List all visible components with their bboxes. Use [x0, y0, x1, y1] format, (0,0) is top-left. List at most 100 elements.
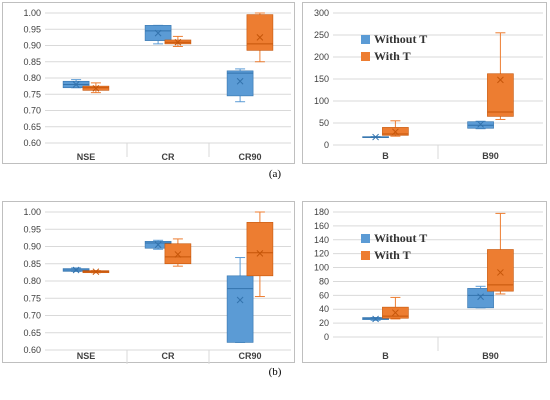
y-tick-label: 160 [314, 221, 329, 231]
y-tick-label: 0.75 [23, 293, 41, 303]
y-tick-label: 20 [319, 318, 329, 328]
mean-marker [497, 269, 504, 276]
y-tick-label: 0.70 [23, 106, 41, 116]
y-tick-label: 0 [324, 140, 329, 150]
box-body [487, 73, 514, 117]
y-tick-label: 0.95 [23, 24, 41, 34]
mean-marker [392, 128, 399, 136]
y-tick-label: 0.85 [23, 57, 41, 67]
y-tick-label: 0.60 [23, 138, 41, 148]
chart-panel-a-left: 0.60 0.65 0.70 0.75 0.80 0.85 0.90 0.95 1.00 NSE C… [2, 2, 295, 164]
x-category-label: B [382, 151, 389, 161]
y-tick-label: 180 [314, 207, 329, 217]
mean-marker [497, 76, 504, 84]
box-with-t-b [382, 296, 409, 320]
y-tick-label: 0.90 [23, 41, 41, 51]
box-body [487, 249, 514, 292]
y-tick-label: 0.80 [23, 276, 41, 286]
legend-swatch [361, 35, 370, 44]
mean-marker [92, 268, 100, 276]
y-tick-label: 0 [324, 332, 329, 342]
legend-swatch [361, 52, 370, 61]
y-tick-label: 100 [314, 96, 329, 106]
y-tick-label: 60 [319, 290, 329, 300]
y-tick-label: 80 [319, 276, 329, 286]
x-category-label: CR [162, 152, 175, 162]
box-without-t-cr [144, 24, 172, 45]
box-with-t-b [382, 120, 409, 137]
mean-marker [256, 34, 264, 41]
box-body [226, 275, 254, 343]
y-tick-label: 0.65 [23, 328, 41, 338]
y-tick-label: 100 [314, 263, 329, 273]
mean-marker [392, 309, 399, 317]
y-tick-label: 0.85 [23, 259, 41, 269]
box-with-t-nse [82, 82, 110, 94]
mean-marker [154, 241, 162, 249]
x-category-label: NSE [77, 351, 96, 361]
chart-panel-a-right: 0 50 100 150 200 250 300 B B90 Without T With T [302, 2, 547, 164]
legend-swatch [361, 234, 370, 243]
chart-svg-a-left: 0.60 0.65 0.70 0.75 0.80 0.85 0.90 0.95 1.00 NSE C… [23, 8, 291, 162]
box-without-t-b90 [467, 120, 494, 130]
x-category-label: B90 [482, 151, 499, 161]
y-tick-label: 250 [314, 30, 329, 40]
box-without-t-cr90 [226, 257, 254, 343]
mean-marker [372, 315, 379, 323]
box-with-t-b90 [487, 32, 514, 120]
chart-panel-b-left: 0.60 0.65 0.70 0.75 0.80 0.85 0.90 0.95 1.00 NSE C… [2, 201, 295, 364]
mean-marker [174, 38, 182, 46]
mean-marker [72, 81, 80, 88]
y-tick-label: 1.00 [23, 207, 41, 217]
box-without-t-nse [62, 266, 90, 274]
legend-label: With T [374, 49, 411, 63]
box-with-t-cr [164, 35, 192, 47]
box-without-t-b90 [467, 285, 494, 309]
mean-marker [92, 85, 100, 92]
y-tick-label: 40 [319, 304, 329, 314]
y-tick-label: 150 [314, 74, 329, 84]
mean-marker [154, 29, 162, 37]
x-category-label: B [382, 351, 389, 361]
mean-marker [236, 77, 244, 85]
mean-marker [256, 250, 264, 257]
legend-swatch [361, 251, 370, 260]
figure-caption-a: (a) [268, 168, 282, 180]
legend-label: With T [374, 248, 411, 262]
y-tick-label: 0.95 [23, 224, 41, 234]
mean-marker [477, 293, 484, 301]
y-tick-label: 140 [314, 235, 329, 245]
box-without-t-b [362, 133, 389, 141]
mean-marker [477, 120, 484, 128]
x-category-label: CR90 [238, 351, 261, 361]
box-without-t-nse [62, 79, 90, 89]
y-tick-label: 200 [314, 52, 329, 62]
figure-caption-b: (b) [268, 366, 282, 378]
y-tick-label: 0.70 [23, 311, 41, 321]
box-body [246, 222, 274, 277]
legend-label: Without T [374, 32, 427, 46]
chart-svg-b-left: 0.60 0.65 0.70 0.75 0.80 0.85 0.90 0.95 1.00 NSE C… [23, 207, 291, 364]
mean-marker [174, 251, 182, 258]
legend-label: Without T [374, 231, 427, 245]
box-with-t-cr90 [246, 211, 274, 298]
mean-marker [72, 266, 80, 274]
y-tick-label: 120 [314, 249, 329, 259]
x-category-label: CR90 [238, 152, 261, 162]
box-with-t-nse [82, 268, 110, 276]
mean-marker [236, 296, 244, 304]
y-tick-label: 300 [314, 8, 329, 18]
y-tick-label: 50 [319, 118, 329, 128]
chart-svg-a-right: 0 50 100 150 200 250 300 B B90 Without T With T [314, 8, 543, 161]
chart-svg-b-right: 0 20 40 60 80 100 120 140 160 180 B B90 Without T Wit… [314, 207, 543, 361]
y-tick-label: 0.60 [23, 345, 41, 355]
box-with-t-cr90 [246, 12, 274, 63]
box-with-t-b90 [487, 212, 514, 295]
x-category-label: B90 [482, 351, 499, 361]
box-with-t-cr [164, 238, 192, 267]
x-category-label: NSE [77, 152, 96, 162]
box-body [246, 14, 274, 51]
x-category-label: CR [162, 351, 175, 361]
y-tick-label: 0.90 [23, 242, 41, 252]
y-tick-label: 0.75 [23, 89, 41, 99]
